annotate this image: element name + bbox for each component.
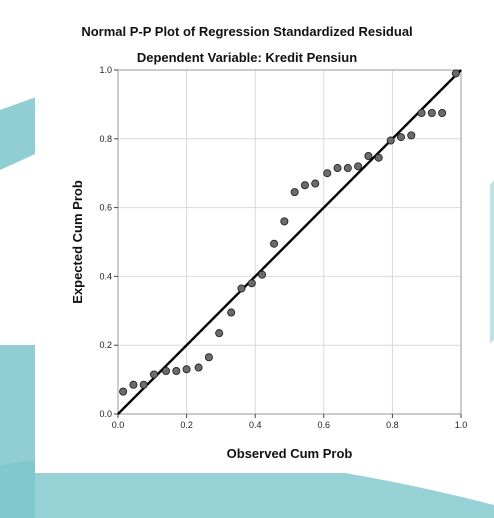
chart-subtitle: Dependent Variable: Kredit Pensiun: [136, 50, 358, 65]
x-tick-label: 0.0: [112, 420, 125, 430]
x-axis-ticks: 0.0 0.2 0.4 0.6 0.8 1.0: [112, 414, 468, 430]
data-point: [119, 387, 128, 396]
y-tick-label: 1.0: [99, 65, 112, 75]
x-tick-label: 1.0: [455, 420, 468, 430]
y-tick-label: 0.6: [99, 203, 112, 213]
chart-card: [35, 8, 490, 473]
data-point: [396, 133, 405, 142]
data-point: [323, 169, 332, 178]
reference-line: [117, 69, 462, 415]
y-tick-label: 0.8: [99, 134, 112, 144]
y-tick-label: 0.2: [99, 340, 112, 350]
chart-title: Normal P-P Plot of Regression Standardiz…: [81, 24, 413, 39]
data-point: [129, 380, 138, 389]
data-point: [247, 279, 256, 288]
x-tick-label: 0.6: [318, 420, 331, 430]
y-tick-label: 0.0: [99, 409, 112, 419]
data-point: [204, 353, 213, 362]
data-points: [119, 69, 460, 396]
y-tick-label: 0.4: [99, 271, 112, 281]
data-point: [364, 151, 373, 160]
data-point: [150, 370, 159, 379]
y-axis-label: Expected Cum Prob: [70, 180, 85, 304]
y-axis-ticks: 0.0 0.2 0.4 0.6 0.8 1.0: [99, 65, 118, 419]
data-point: [417, 109, 426, 118]
data-point: [438, 109, 447, 118]
data-point: [280, 217, 289, 226]
x-tick-label: 0.8: [386, 420, 399, 430]
data-point: [227, 308, 236, 317]
data-point: [270, 239, 279, 248]
data-point: [451, 69, 460, 78]
data-point: [333, 164, 342, 173]
data-point: [407, 131, 416, 140]
grid-lines: [118, 70, 461, 414]
data-point: [427, 109, 436, 118]
data-point: [172, 366, 181, 375]
data-point: [343, 164, 352, 173]
data-point: [300, 181, 309, 190]
data-point: [182, 365, 191, 374]
data-point: [139, 380, 148, 389]
data-point: [162, 366, 171, 375]
x-tick-label: 0.2: [180, 420, 193, 430]
data-point: [311, 179, 320, 188]
data-point: [194, 363, 203, 372]
data-point: [258, 270, 267, 279]
data-point: [215, 329, 224, 338]
x-axis-label: Observed Cum Prob: [227, 446, 353, 461]
data-point: [237, 284, 246, 293]
data-point: [354, 162, 363, 171]
data-point: [290, 188, 299, 197]
data-point: [374, 153, 383, 162]
x-tick-label: 0.4: [249, 420, 262, 430]
plot-frame: [117, 69, 462, 415]
data-point: [386, 136, 395, 145]
